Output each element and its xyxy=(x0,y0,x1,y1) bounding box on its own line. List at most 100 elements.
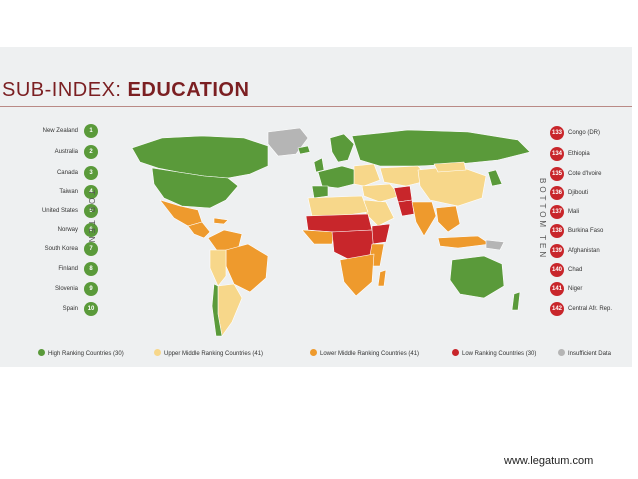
region-usa xyxy=(151,167,239,209)
rank-badge: 2 xyxy=(84,145,98,159)
rank-badge: 134 xyxy=(550,147,564,161)
rank-badge: 135 xyxy=(550,167,564,181)
region-mongolia xyxy=(433,161,467,173)
legend-item: Lower Middle Ranking Countries (41) xyxy=(310,348,419,360)
rank-badge: 139 xyxy=(550,244,564,258)
legend-item: Insufficient Data xyxy=(558,348,611,360)
top-ten-item: Canada 3 xyxy=(0,166,98,180)
region-horn-africa xyxy=(371,223,391,245)
bottom-ten-item: 139 Afghanistan xyxy=(550,244,638,258)
region-sahel xyxy=(305,213,373,233)
rank-badge: 137 xyxy=(550,205,564,219)
region-pakistan xyxy=(397,199,415,217)
country-name: Mali xyxy=(568,209,580,215)
bottom-ten-item: 138 Burkina Faso xyxy=(550,224,638,238)
legend-label: Lower Middle Ranking Countries (41) xyxy=(320,351,420,357)
country-name: Djibouti xyxy=(568,190,589,196)
bottom-ten-item: 140 Chad xyxy=(550,263,638,277)
rank-badge: 3 xyxy=(84,166,98,180)
region-scandinavia xyxy=(329,133,355,163)
rank-badge: 5 xyxy=(84,204,98,218)
region-madagascar xyxy=(377,269,387,287)
top-ten-item: Spain 10 xyxy=(0,302,98,316)
region-southeast-asia xyxy=(435,205,461,233)
rank-badge: 9 xyxy=(84,282,98,296)
region-kazakhstan xyxy=(379,165,431,187)
top-ten-item: Norway 6 xyxy=(0,223,98,237)
region-indonesia xyxy=(437,235,491,249)
bottom-ten-item: 134 Ethiopia xyxy=(550,147,638,161)
legend-item: Low Ranking Countries (30) xyxy=(452,348,536,360)
legend-item: Upper Middle Ranking Countries (41) xyxy=(154,348,263,360)
country-name: Slovenia xyxy=(54,286,78,292)
legend-label: High Ranking Countries (30) xyxy=(48,351,124,357)
region-turkey-iran xyxy=(361,183,401,203)
title-main: EDUCATION xyxy=(127,79,250,101)
rank-badge: 10 xyxy=(84,302,98,316)
region-west-africa xyxy=(301,229,335,245)
country-name: Burkina Faso xyxy=(568,228,604,234)
bottom-ten-item: 135 Cote d'Ivoire xyxy=(550,167,638,181)
rank-badge: 136 xyxy=(550,186,564,200)
country-name: Canada xyxy=(56,170,78,176)
country-name: Australia xyxy=(54,149,78,155)
country-name: South Korea xyxy=(44,246,78,252)
rank-badge: 6 xyxy=(84,223,98,237)
region-canada xyxy=(131,135,269,179)
top-ten-item: United States 5 xyxy=(0,204,98,218)
title-divider xyxy=(0,106,632,107)
region-uk xyxy=(313,157,325,173)
region-north-africa xyxy=(307,195,369,217)
region-caribbean xyxy=(213,217,229,225)
country-name: Chad xyxy=(568,267,583,273)
country-name: Afghanistan xyxy=(568,248,600,254)
rank-badge: 138 xyxy=(550,224,564,238)
country-name: Central Afr. Rep. xyxy=(568,306,613,312)
top-ten-item: Slovenia 9 xyxy=(0,282,98,296)
bottom-ten-item: 133 Congo (DR) xyxy=(550,126,638,140)
world-map xyxy=(131,127,531,337)
region-chile xyxy=(211,283,223,337)
region-eastern-europe xyxy=(353,163,381,187)
legend-swatch xyxy=(558,349,565,356)
top-ten-item: South Korea 7 xyxy=(0,242,98,256)
rank-badge: 133 xyxy=(550,126,564,140)
rank-badge: 142 xyxy=(550,302,564,316)
region-australia xyxy=(449,255,505,299)
country-name: United States xyxy=(41,208,78,214)
region-china xyxy=(417,165,487,207)
rank-badge: 141 xyxy=(550,282,564,296)
region-india xyxy=(411,201,437,237)
rank-badge: 1 xyxy=(84,124,98,138)
legend-swatch xyxy=(38,349,45,356)
legend-swatch xyxy=(154,349,161,356)
country-name: Finland xyxy=(58,266,78,272)
region-new-zealand xyxy=(511,291,521,311)
region-iberia xyxy=(311,185,329,199)
legend-swatch xyxy=(310,349,317,356)
legend-label: Low Ranking Countries (30) xyxy=(462,351,537,357)
region-colombia-venezuela xyxy=(207,229,243,253)
region-central-america xyxy=(187,221,211,239)
page-title: SUB-INDEX: EDUCATION xyxy=(2,79,249,102)
region-argentina xyxy=(217,283,243,337)
region-russia xyxy=(351,129,531,167)
top-ten-item: New Zealand 1 xyxy=(0,124,98,138)
region-iceland xyxy=(297,145,311,155)
bottom-ten-label: BOTTOM TEN xyxy=(538,178,547,261)
bottom-ten-item: 137 Mali xyxy=(550,205,638,219)
bottom-ten-item: 136 Djibouti xyxy=(550,186,638,200)
region-peru-bolivia xyxy=(209,249,227,287)
country-name: Cote d'Ivoire xyxy=(568,171,602,177)
rank-badge: 140 xyxy=(550,263,564,277)
country-name: Niger xyxy=(568,286,583,292)
country-name: Norway xyxy=(57,227,78,233)
rank-badge: 4 xyxy=(84,185,98,199)
region-brazil xyxy=(225,243,269,293)
top-ten-item: Finland 8 xyxy=(0,262,98,276)
legend-item: High Ranking Countries (30) xyxy=(38,348,124,360)
country-name: Congo (DR) xyxy=(568,130,601,136)
top-ten-label: TOP TEN xyxy=(87,190,96,246)
country-name: Ethiopia xyxy=(568,151,590,157)
region-papua xyxy=(485,239,505,251)
